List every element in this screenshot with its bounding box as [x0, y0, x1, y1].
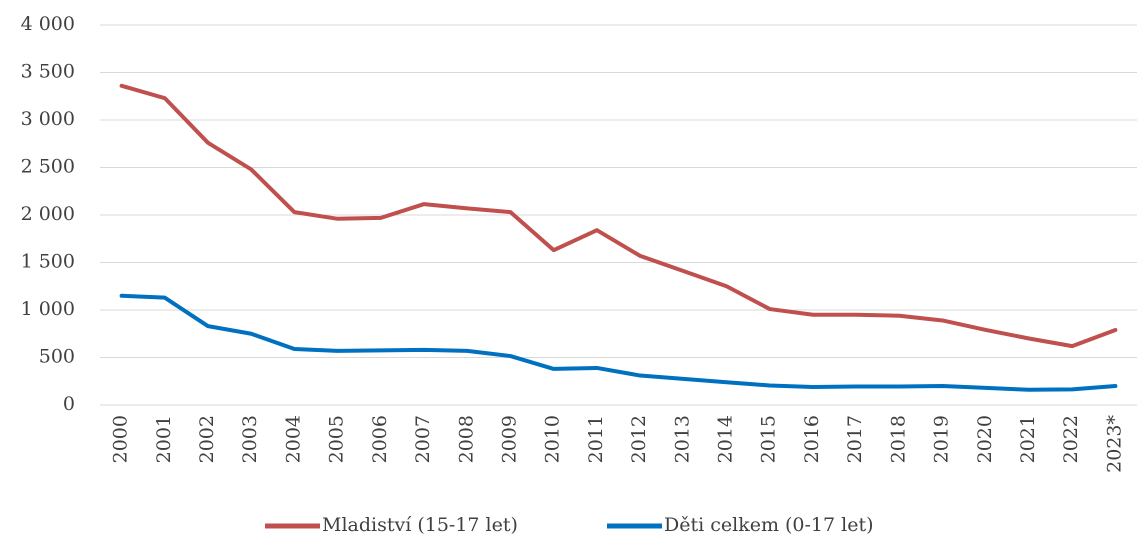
line-series — [119, 293, 1118, 392]
x-tick-label: 2004 — [282, 415, 304, 463]
x-tick-label: 2018 — [887, 415, 909, 463]
x-tick-label: 2010 — [542, 415, 564, 463]
x-tick-label: 2006 — [369, 415, 391, 463]
x-tick-label: 2001 — [153, 415, 175, 463]
x-tick-label: 2021 — [1017, 415, 1039, 463]
x-tick-label: 2019 — [931, 415, 953, 463]
x-tick-label: 2009 — [498, 415, 520, 463]
x-tick-label: 2017 — [844, 415, 866, 463]
x-tick-label: 2002 — [196, 415, 218, 463]
x-tick-label: 2013 — [671, 415, 693, 463]
x-tick-label: 2023* — [1103, 415, 1125, 473]
x-tick-label: 2005 — [326, 415, 348, 463]
y-tick-label: 3 000 — [21, 108, 75, 130]
y-tick-label: 500 — [39, 346, 75, 368]
x-tick-label: 2015 — [758, 415, 780, 463]
y-tick-label: 1 500 — [21, 251, 75, 273]
x-tick-label: 2007 — [412, 415, 434, 463]
y-tick-label: 4 000 — [21, 13, 75, 35]
x-tick-label: 2014 — [715, 415, 737, 463]
x-tick-label: 2016 — [801, 415, 823, 463]
y-tick-label: 2 500 — [21, 156, 75, 178]
y-tick-label: 2 000 — [21, 203, 75, 225]
y-tick-label: 0 — [63, 393, 75, 415]
legend-label: Mladiství (15-17 let) — [322, 514, 518, 536]
x-tick-label: 2008 — [455, 415, 477, 463]
y-tick-label: 1 000 — [21, 298, 75, 320]
line-series — [119, 83, 1118, 349]
x-tick-label: 2003 — [239, 415, 261, 463]
x-tick-label: 2011 — [585, 415, 607, 463]
x-tick-label: 2000 — [110, 415, 132, 463]
legend-label: Děti celkem (0-17 let) — [664, 514, 874, 536]
x-tick-label: 2020 — [974, 415, 996, 463]
x-tick-label: 2022 — [1060, 415, 1082, 463]
y-tick-label: 3 500 — [21, 61, 75, 83]
x-tick-label: 2012 — [628, 415, 650, 463]
